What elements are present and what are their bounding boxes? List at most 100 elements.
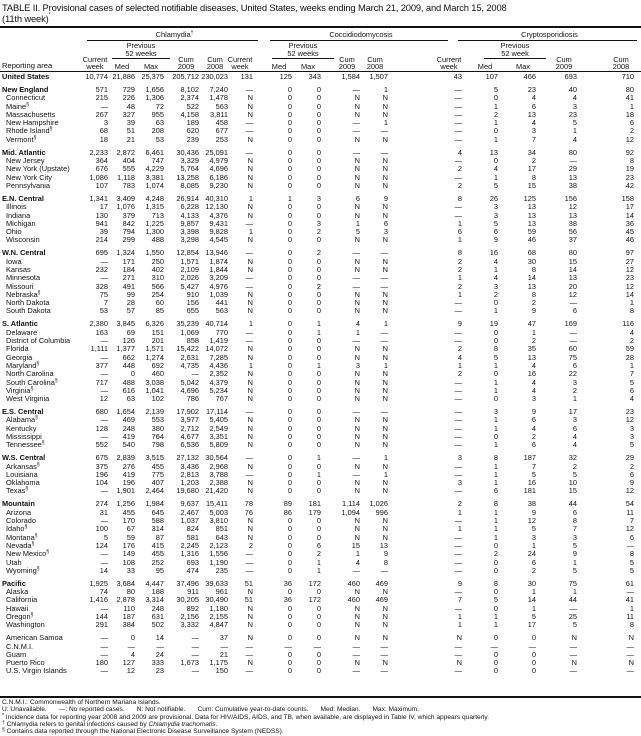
table-cell: N	[382, 109, 388, 119]
area-name: Alabama	[6, 415, 36, 425]
table-cell: 3,810	[209, 516, 229, 526]
table-cell: 1	[531, 587, 536, 597]
table-cell: 798	[151, 440, 164, 450]
header-bottom-rule	[0, 71, 641, 72]
table-cell: 14	[99, 565, 108, 575]
table-cell: 3	[629, 423, 634, 433]
table-cell: 99	[126, 289, 135, 299]
table-cell: 5	[572, 469, 577, 479]
table-cell: 0	[316, 620, 321, 630]
table-cell: 1,094	[341, 507, 361, 517]
table-cell: 7	[103, 298, 108, 308]
title-line-1: TABLE II. Provisional cases of selected …	[2, 2, 507, 13]
table-cell: 100	[95, 524, 108, 534]
reporting-area-label: New England	[2, 85, 48, 94]
table-cell: 4,379	[209, 377, 229, 387]
table-cell: 6,461	[145, 147, 165, 157]
table-row: Idaho§ 100 67 314 824 851 N 0 0 N N 1 1 5 7 12	[0, 524, 641, 534]
table-cell: 0	[316, 524, 321, 534]
table-cell: 1,341	[89, 193, 109, 203]
table-cell: 116	[622, 319, 634, 329]
table-cell: 1,377	[116, 344, 136, 354]
area-name: New York (Upstate)	[6, 164, 70, 174]
table-cell: 0	[316, 394, 321, 404]
table-cell: —	[100, 101, 108, 111]
table-cell: 9	[572, 549, 577, 559]
table-cell: 0	[287, 532, 292, 542]
table-cell: N	[382, 298, 388, 308]
table-cell: 181	[308, 499, 321, 509]
table-cell: —	[626, 540, 634, 550]
table-cell: N	[247, 524, 253, 534]
table-cell: 1,086	[89, 172, 109, 182]
legend-item: Cum: Cumulative year-to-date counts.	[197, 706, 309, 714]
table-cell: 4,158	[180, 109, 200, 119]
footnote-text: Incidence data for reporting year 2008 a…	[5, 713, 490, 721]
reporting-area-label: Indiana	[6, 210, 31, 220]
table-cell: 5	[629, 440, 634, 450]
table-cell: 310	[151, 273, 164, 283]
table-row: Georgia — 662 1,274 2,631 7,285 N 0 0 N N 4 5 13 75 28	[0, 352, 641, 362]
reporting-area-label: West Virginia	[6, 394, 49, 403]
table-cell: —	[100, 415, 108, 425]
reporting-area-label: E.S. Central	[2, 407, 43, 416]
table-cell: 2	[572, 461, 577, 471]
table-cell: 5,003	[209, 507, 229, 517]
table-cell: 710	[621, 72, 634, 81]
footnote-mark: §	[49, 126, 53, 133]
table-cell: 0	[287, 264, 292, 274]
table-cell: 2	[493, 289, 498, 299]
reporting-area-label: United States	[2, 72, 49, 81]
legend-item: Max: Maximum.	[372, 706, 419, 714]
table-cell: 0	[531, 649, 536, 659]
table-cell: 1,111	[90, 344, 108, 354]
table-cell: —	[352, 641, 360, 651]
area-name: Indiana	[6, 210, 31, 220]
table-cell: 1,069	[180, 327, 200, 337]
disease-header-coccidiodomycosis: Coccidiodomycosis	[270, 31, 452, 39]
table-cell: 68	[99, 126, 108, 136]
table-cell: 5,405	[209, 415, 229, 425]
table-row: Oregon§ 144 187 631 2,156 2,155 N 0 0 N N 1 1 5 25 11	[0, 612, 641, 621]
table-cell: N	[382, 385, 388, 395]
table-cell: 2	[457, 281, 462, 291]
table-cell: 4,696	[180, 385, 200, 395]
table-cell: —	[454, 407, 462, 417]
table-cell: 3,298	[180, 235, 200, 245]
reporting-area-label: North Dakota	[6, 299, 50, 307]
table-cell: N	[382, 306, 388, 316]
table-cell: 1	[316, 565, 321, 575]
table-cell: 4	[531, 93, 536, 103]
area-name: Puerto Rico	[6, 658, 45, 668]
table-cell: 0	[287, 235, 292, 245]
table-cell: 3	[355, 360, 360, 370]
area-name: California	[6, 595, 38, 605]
table-cell: N	[247, 612, 253, 621]
table-cell: 188	[151, 587, 164, 597]
table-cell: 169	[564, 319, 577, 329]
table-cell: N	[354, 164, 360, 174]
table-cell: —	[245, 248, 253, 258]
table-cell: —	[100, 369, 108, 379]
table-cell: 0	[287, 327, 292, 337]
table-cell: 955	[151, 109, 164, 119]
table-cell: N	[382, 134, 388, 144]
reporting-area-label: Kansas	[6, 265, 31, 274]
area-name: Georgia	[6, 352, 33, 362]
reporting-area-label: Guam	[6, 650, 26, 659]
table-cell: 1	[629, 603, 634, 613]
area-name: U.S. Virgin Islands	[6, 666, 67, 676]
table-cell: 3	[493, 407, 498, 417]
footnote-text: Chlamydia refers to genital infections c…	[6, 720, 149, 728]
table-cell: 63	[155, 118, 164, 128]
table-cell: —	[454, 377, 462, 387]
column-header-top: Cum	[207, 55, 223, 64]
table-cell: N	[382, 101, 388, 111]
table-cell: 43	[453, 72, 462, 81]
table-cell: 1,416	[89, 595, 109, 605]
table-cell: —	[380, 565, 388, 575]
table-cell: 41	[625, 595, 634, 605]
weeks-label: 52 week	[501, 49, 529, 58]
table-cell: 1	[531, 327, 536, 337]
table-cell: 28	[126, 298, 135, 308]
